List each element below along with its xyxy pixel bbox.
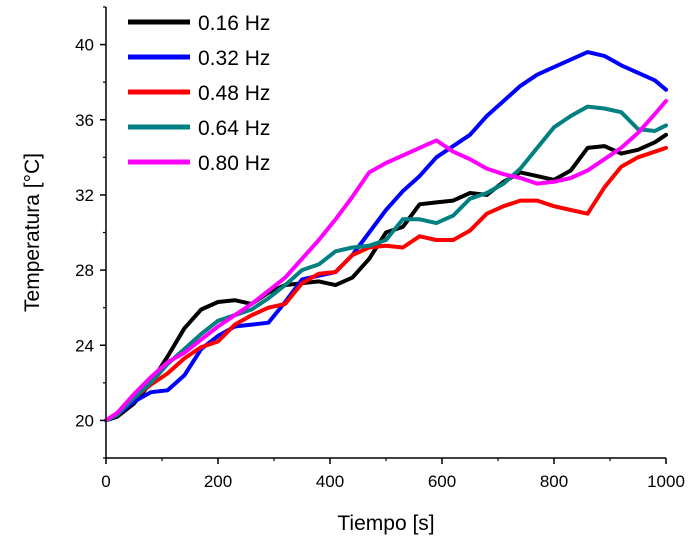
plot-lines bbox=[104, 50, 668, 423]
legend-label-0: 0.16 Hz bbox=[198, 12, 270, 35]
y-tick-label: 32 bbox=[75, 186, 94, 205]
legend-label-1: 0.32 Hz bbox=[198, 47, 270, 70]
series-line-2 bbox=[104, 145, 668, 423]
y-tick-label: 40 bbox=[75, 36, 94, 55]
x-tick-label: 400 bbox=[316, 472, 344, 491]
ticks: 0 200 400 600 800 1000 20 24 28 32 36 40 bbox=[75, 6, 685, 491]
x-tick-label: 0 bbox=[101, 472, 110, 491]
series-line-0 bbox=[104, 132, 668, 423]
y-tick-label: 36 bbox=[75, 111, 94, 130]
y-tick-label: 20 bbox=[75, 411, 94, 430]
legend-label-2: 0.48 Hz bbox=[198, 82, 270, 105]
y-tick-label: 28 bbox=[75, 261, 94, 280]
x-axis-title: Tiempo [s] bbox=[337, 512, 434, 535]
series-line-4 bbox=[104, 99, 668, 423]
legend-label-4: 0.80 Hz bbox=[198, 152, 270, 175]
y-tick-label: 24 bbox=[75, 336, 94, 355]
legend: 0.16 Hz 0.32 Hz 0.48 Hz 0.64 Hz 0.80 Hz bbox=[128, 12, 270, 175]
y-axis-title: Temperatura [°C] bbox=[21, 153, 44, 312]
x-tick-label: 600 bbox=[428, 472, 456, 491]
series-line-3 bbox=[104, 104, 668, 423]
x-tick-label: 800 bbox=[540, 472, 568, 491]
x-tick-label: 1000 bbox=[647, 472, 685, 491]
legend-label-3: 0.64 Hz bbox=[198, 117, 270, 140]
series-line-1 bbox=[104, 50, 668, 423]
x-tick-label: 200 bbox=[204, 472, 232, 491]
